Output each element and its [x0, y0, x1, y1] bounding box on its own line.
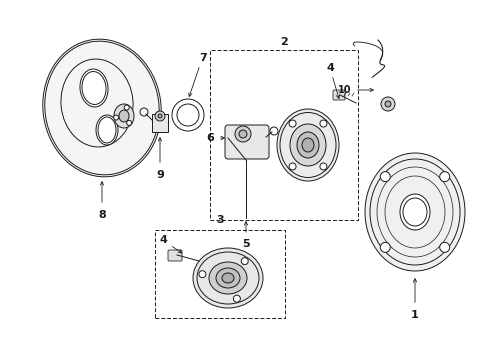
Circle shape	[381, 97, 395, 111]
Ellipse shape	[96, 115, 118, 145]
Text: 8: 8	[98, 210, 106, 220]
Bar	[152, 114, 168, 132]
Circle shape	[124, 105, 129, 110]
Circle shape	[199, 271, 206, 278]
Circle shape	[233, 295, 241, 302]
Ellipse shape	[114, 104, 134, 128]
Text: 9: 9	[156, 170, 164, 180]
Ellipse shape	[290, 124, 326, 166]
Text: 7: 7	[199, 53, 207, 63]
Bar	[210, 50, 358, 220]
Circle shape	[158, 114, 162, 118]
FancyBboxPatch shape	[333, 90, 345, 100]
Ellipse shape	[43, 39, 161, 177]
FancyBboxPatch shape	[225, 125, 269, 159]
Text: 4: 4	[159, 235, 167, 245]
Circle shape	[126, 120, 132, 125]
Circle shape	[155, 111, 165, 121]
Ellipse shape	[209, 262, 247, 294]
Ellipse shape	[302, 138, 314, 152]
Circle shape	[440, 242, 450, 252]
Circle shape	[385, 101, 391, 107]
Circle shape	[239, 130, 247, 138]
Ellipse shape	[119, 110, 129, 122]
Circle shape	[380, 172, 391, 182]
Ellipse shape	[277, 109, 339, 181]
Circle shape	[140, 108, 148, 116]
Ellipse shape	[193, 248, 263, 308]
Text: 4: 4	[326, 63, 334, 73]
Text: 6: 6	[206, 133, 214, 143]
Ellipse shape	[297, 132, 319, 158]
Circle shape	[320, 120, 327, 127]
Circle shape	[114, 115, 119, 120]
Circle shape	[235, 126, 251, 142]
Circle shape	[172, 99, 204, 131]
Ellipse shape	[365, 153, 465, 271]
Circle shape	[320, 163, 327, 170]
Text: 2: 2	[280, 37, 288, 47]
Text: 10: 10	[338, 85, 352, 95]
Ellipse shape	[400, 194, 430, 230]
Circle shape	[380, 242, 391, 252]
Ellipse shape	[216, 268, 240, 288]
Circle shape	[241, 258, 248, 265]
Circle shape	[289, 120, 296, 127]
Circle shape	[289, 163, 296, 170]
Text: 3: 3	[216, 215, 224, 225]
Ellipse shape	[80, 69, 108, 107]
FancyBboxPatch shape	[168, 250, 182, 261]
Text: 5: 5	[242, 239, 250, 249]
Bar	[155, 230, 285, 318]
Text: 1: 1	[411, 310, 419, 320]
Ellipse shape	[222, 273, 234, 283]
Circle shape	[270, 127, 278, 135]
Circle shape	[440, 172, 450, 182]
